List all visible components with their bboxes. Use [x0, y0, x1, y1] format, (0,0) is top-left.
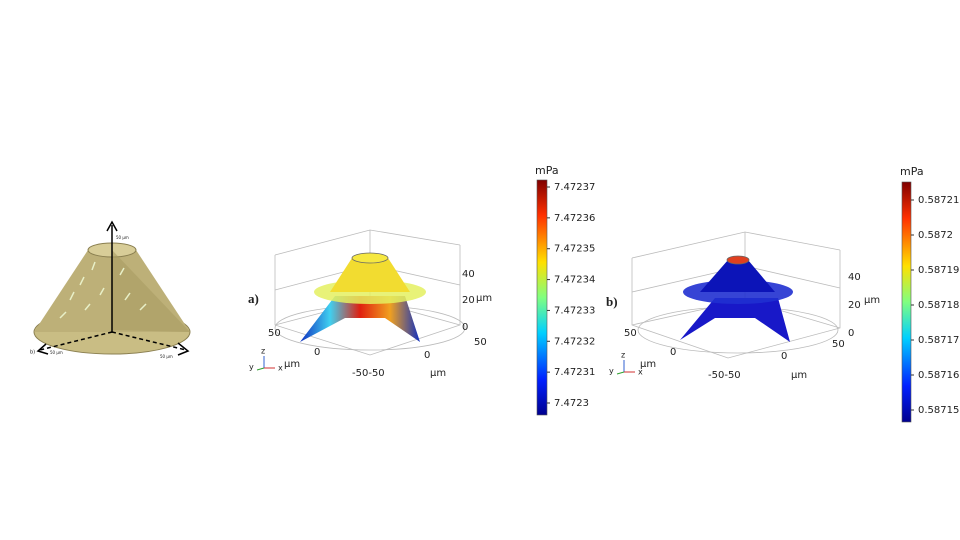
x-tick-label: 50 [474, 337, 487, 348]
z-tick-label: 40 [462, 269, 475, 280]
colorbar-tick-label: 0.5872 [918, 230, 953, 241]
z-axis-label: μm [864, 295, 880, 306]
colorbar-tick-label: 7.47233 [554, 305, 595, 316]
scale-label: 50 μm [116, 235, 129, 240]
y-tick-label: 0 [314, 347, 320, 358]
colorbar-tick-label: 7.47236 [554, 213, 595, 224]
z-axis-label: μm [476, 293, 492, 304]
z-tick-label: 20 [462, 295, 475, 306]
triad-label: y [609, 367, 614, 376]
triad-label: x [638, 368, 643, 377]
panel-label: a) [248, 291, 259, 306]
z-tick-label: 0 [848, 328, 854, 339]
z-tick-label: 20 [848, 300, 861, 311]
x-tick-label: 50 [832, 339, 845, 350]
colorbar-tick-label: 0.58718 [918, 300, 959, 311]
z-tick-label: 0 [462, 322, 468, 333]
colorbar-tick-label: 0.58719 [918, 265, 959, 276]
y-axis-label: μm [284, 359, 300, 370]
y-tick-label: 50 [268, 328, 281, 339]
colorbar-unit: mPa [535, 164, 559, 177]
panel-label: b) [606, 294, 618, 309]
y-axis-label: μm [640, 359, 656, 370]
colorbar-ticks: 7.47237 7.47236 7.47235 7.47234 7.47233 7.472… [547, 182, 595, 409]
colorbar-tick-label: 0.58717 [918, 335, 959, 346]
colorbar [536, 179, 548, 416]
colorbar-ticks: 0.58721 0.5872 0.58719 0.58718 0.58717 0.5871… [911, 195, 959, 416]
x-tick-label: 0 [424, 350, 430, 361]
colorbar-tick-label: 7.47234 [554, 275, 595, 286]
panel-a: a) 50 0 -50-50 0 50 μm μm 40 20 0 μm z y… [248, 164, 595, 416]
colorbar-tick-label: 7.47235 [554, 244, 595, 255]
x-tick-label: 0 [781, 351, 787, 362]
panel-b: b) 50 0 -50-50 0 50 μm μm 40 20 0 μm z y… [606, 165, 959, 423]
axis-triad: z y x [249, 347, 283, 373]
scale-label: 50 μm [50, 350, 63, 355]
colorbar-tick-label: 0.58721 [918, 195, 959, 206]
colorbar-tick-label: 7.47237 [554, 182, 595, 193]
colorbar-tick-label: 7.4723 [554, 398, 589, 409]
figure-label: b) [30, 350, 35, 356]
colorbar-tick-label: 7.47231 [554, 367, 595, 378]
y-tick-label: 50 [624, 328, 637, 339]
z-tick-label: 40 [848, 272, 861, 283]
colorbar-tick-label: 7.47232 [554, 336, 595, 347]
y-tick-label: 0 [670, 347, 676, 358]
colorbar [901, 181, 912, 423]
colorbar-tick-label: 0.58716 [918, 370, 959, 381]
colorbar-unit: mPa [900, 165, 924, 178]
y-tick-label: -50-50 [708, 370, 741, 381]
x-axis-label: μm [791, 370, 807, 381]
colorbar-tick-label: 0.58715 [918, 405, 959, 416]
triad-label: z [261, 347, 265, 356]
triad-label: x [278, 364, 283, 373]
cone-figure: 50 μm 50 μm 50 μm b) [30, 220, 191, 359]
scale-label: 50 μm [160, 354, 173, 359]
axis-triad: z y x [609, 351, 643, 377]
triad-label: z [621, 351, 625, 360]
triad-label: y [249, 363, 254, 372]
y-tick-label: -50-50 [352, 368, 385, 379]
x-axis-label: μm [430, 368, 446, 379]
